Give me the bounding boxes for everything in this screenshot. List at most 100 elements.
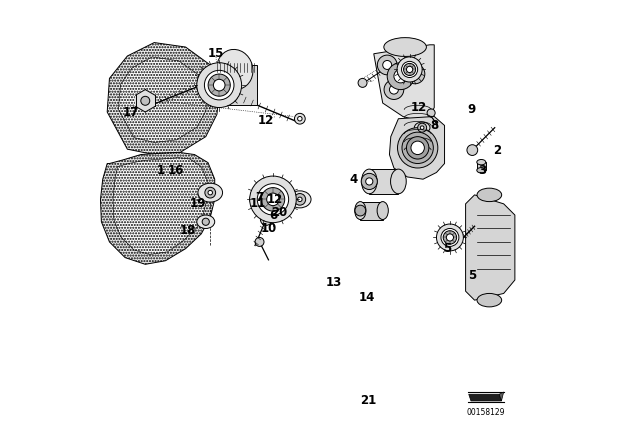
Polygon shape (369, 169, 398, 194)
Circle shape (365, 178, 373, 185)
Circle shape (358, 78, 367, 87)
Circle shape (298, 116, 302, 121)
Text: 5: 5 (444, 242, 452, 255)
Circle shape (255, 237, 264, 246)
Circle shape (261, 188, 285, 211)
Text: 4: 4 (349, 172, 358, 186)
Ellipse shape (384, 38, 426, 56)
Polygon shape (499, 392, 504, 401)
Ellipse shape (362, 169, 377, 194)
Circle shape (446, 234, 454, 241)
Circle shape (406, 66, 413, 73)
Ellipse shape (355, 202, 366, 220)
Circle shape (418, 123, 427, 132)
Circle shape (250, 194, 260, 205)
Text: 14: 14 (359, 291, 375, 305)
Polygon shape (113, 158, 207, 254)
Ellipse shape (477, 168, 486, 173)
Circle shape (361, 173, 378, 190)
Ellipse shape (198, 183, 223, 202)
Circle shape (436, 224, 463, 251)
Circle shape (294, 113, 305, 124)
Text: 20: 20 (271, 206, 288, 220)
Ellipse shape (197, 215, 215, 228)
Text: 15: 15 (208, 47, 224, 60)
Text: 21: 21 (360, 394, 376, 408)
Circle shape (411, 141, 424, 155)
Polygon shape (100, 152, 215, 264)
Circle shape (205, 187, 216, 198)
Text: 2: 2 (493, 143, 501, 157)
Circle shape (141, 96, 150, 105)
Circle shape (197, 63, 242, 108)
Polygon shape (466, 195, 515, 300)
Circle shape (441, 228, 459, 246)
Circle shape (401, 61, 418, 78)
Circle shape (406, 137, 429, 159)
Text: 11: 11 (250, 197, 266, 211)
Text: 6: 6 (269, 208, 277, 222)
Ellipse shape (217, 49, 253, 90)
Ellipse shape (377, 202, 388, 220)
Circle shape (443, 231, 457, 244)
Circle shape (378, 55, 397, 75)
Circle shape (260, 214, 272, 225)
Circle shape (410, 69, 419, 78)
Circle shape (271, 204, 279, 212)
Polygon shape (118, 57, 207, 142)
Polygon shape (136, 90, 155, 112)
Circle shape (202, 218, 209, 225)
Text: 16: 16 (168, 164, 184, 177)
Circle shape (384, 80, 404, 99)
Text: 8: 8 (430, 119, 438, 132)
Circle shape (402, 132, 433, 164)
Text: 7: 7 (255, 190, 264, 204)
Polygon shape (477, 162, 486, 170)
Text: 13: 13 (325, 276, 342, 289)
Text: 00158129: 00158129 (467, 408, 505, 417)
Circle shape (389, 85, 398, 94)
Text: 9: 9 (467, 103, 476, 116)
Polygon shape (468, 394, 502, 401)
Circle shape (267, 193, 279, 206)
Circle shape (294, 194, 306, 205)
Polygon shape (389, 116, 445, 179)
Circle shape (397, 128, 438, 168)
Circle shape (298, 197, 302, 202)
Polygon shape (108, 43, 220, 155)
Text: 3: 3 (478, 164, 486, 177)
Polygon shape (360, 202, 383, 220)
Circle shape (427, 109, 435, 117)
Circle shape (208, 74, 230, 96)
Ellipse shape (414, 122, 430, 134)
Text: 18: 18 (180, 224, 196, 237)
Circle shape (204, 70, 234, 100)
Circle shape (420, 126, 424, 129)
Ellipse shape (390, 169, 406, 194)
Ellipse shape (289, 191, 311, 208)
Circle shape (404, 64, 415, 76)
Circle shape (213, 79, 225, 91)
Circle shape (383, 60, 392, 69)
Text: 12: 12 (267, 193, 284, 206)
Circle shape (257, 184, 289, 215)
Polygon shape (217, 65, 257, 105)
Circle shape (394, 69, 408, 83)
Circle shape (355, 205, 365, 216)
Text: 10: 10 (260, 222, 276, 235)
Ellipse shape (477, 159, 486, 165)
Polygon shape (374, 45, 435, 121)
Text: 17: 17 (123, 105, 139, 119)
Circle shape (250, 176, 296, 223)
Ellipse shape (477, 188, 502, 202)
Text: 19: 19 (190, 197, 206, 211)
Ellipse shape (477, 293, 502, 307)
Text: 12: 12 (258, 114, 275, 128)
Circle shape (405, 64, 425, 84)
Circle shape (467, 145, 477, 155)
Text: 1: 1 (157, 164, 165, 177)
Text: 12: 12 (410, 101, 427, 114)
Text: 5: 5 (468, 269, 476, 282)
Circle shape (387, 63, 414, 90)
Circle shape (397, 57, 422, 82)
